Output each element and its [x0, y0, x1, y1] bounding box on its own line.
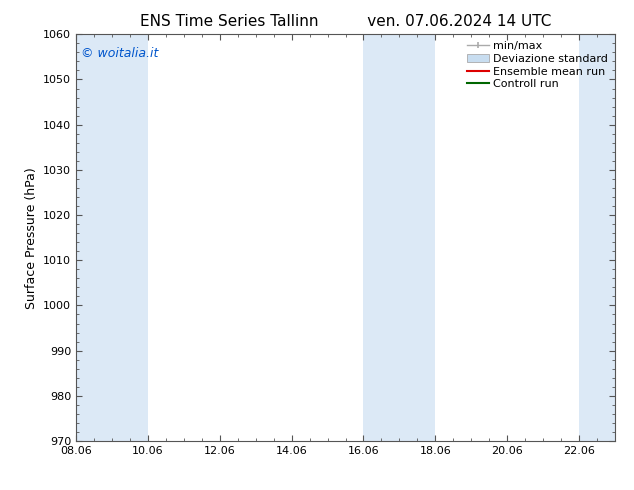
Bar [363, 34, 399, 441]
Bar [76, 34, 112, 441]
Title: ENS Time Series Tallinn          ven. 07.06.2024 14 UTC: ENS Time Series Tallinn ven. 07.06.2024 … [140, 14, 551, 29]
Bar [399, 34, 436, 441]
Text: © woitalia.it: © woitalia.it [81, 47, 159, 59]
Bar [579, 34, 615, 441]
Legend: min/max, Deviazione standard, Ensemble mean run, Controll run: min/max, Deviazione standard, Ensemble m… [463, 38, 612, 93]
Y-axis label: Surface Pressure (hPa): Surface Pressure (hPa) [25, 167, 37, 309]
Bar [112, 34, 148, 441]
